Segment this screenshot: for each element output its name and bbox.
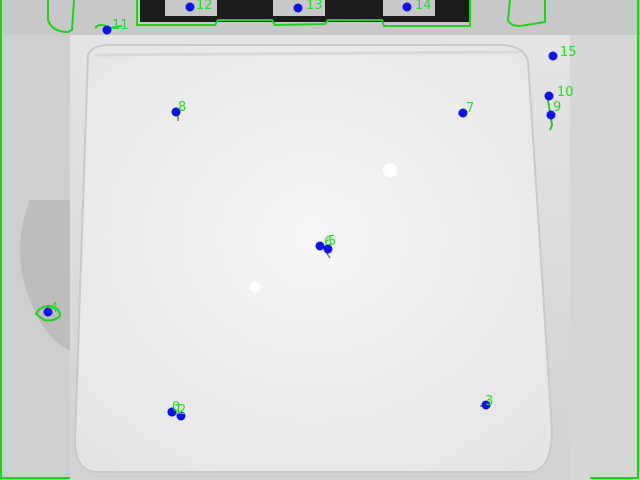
light-reflection-2 [250,282,260,292]
keypoint-label: 11 [112,18,129,33]
keypoint-label: 13 [306,0,323,13]
right-frame [570,0,640,480]
light-reflection [383,163,397,177]
keypoint-label: 0 [172,400,180,415]
keypoint-label: 4 [50,301,58,316]
keypoint-dot [294,4,303,13]
keypoint-dot [403,3,412,12]
keypoint-dot [103,26,112,35]
keypoint-dot [549,52,558,61]
mattress [75,45,552,472]
keypoint-label: 10 [557,85,574,100]
keypoint-label: 12 [196,0,213,13]
keypoint-label: 5 [328,234,336,249]
keypoint-label: 8 [178,100,186,115]
keypoint-label: 14 [415,0,432,13]
keypoint-label: 7 [466,101,474,116]
keypoint-label: 9 [553,100,561,115]
keypoint-dot [186,3,195,12]
keypoint-label: 15 [560,45,577,60]
keypoint-label: 3 [485,394,493,409]
